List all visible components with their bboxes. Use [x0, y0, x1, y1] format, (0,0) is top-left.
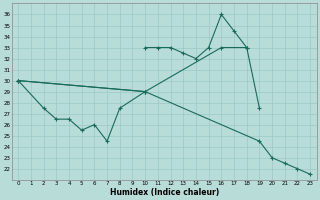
X-axis label: Humidex (Indice chaleur): Humidex (Indice chaleur)	[109, 188, 219, 197]
